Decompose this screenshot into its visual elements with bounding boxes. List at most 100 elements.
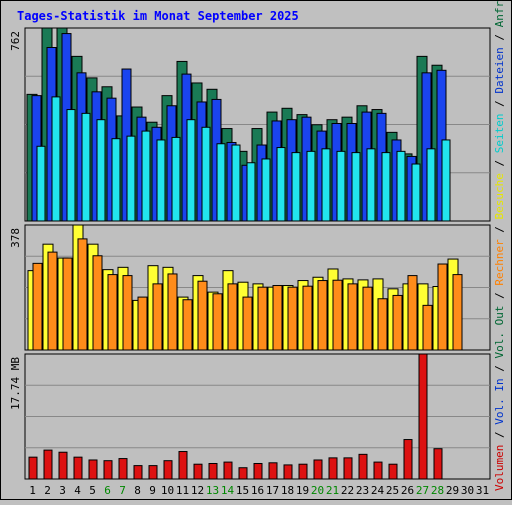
bar-seiten-day-27 — [426, 148, 436, 222]
bar-volumen-day-27 — [418, 353, 428, 480]
bar-volumen-day-5 — [88, 459, 98, 480]
bar-rechner-day-3 — [62, 257, 73, 351]
bar-seiten-day-20 — [321, 148, 331, 222]
x-tick-label-1: 1 — [29, 484, 36, 497]
y-axis-max-label: 762 — [9, 31, 22, 51]
bar-seiten-day-17 — [276, 147, 286, 222]
x-tick-label-14: 14 — [221, 484, 235, 497]
bar-seiten-day-1 — [36, 145, 46, 222]
x-tick-label-21: 21 — [326, 484, 339, 497]
legend-vol-out: Vol. Out — [493, 306, 506, 359]
panel-visits: 378 — [9, 224, 491, 351]
x-tick-label-9: 9 — [149, 484, 156, 497]
bar-rechner-day-17 — [272, 285, 283, 351]
x-tick-label-7: 7 — [119, 484, 126, 497]
chart-title: Tages-Statistik im Monat September 2025 — [17, 9, 299, 23]
bar-volumen-day-17 — [268, 462, 278, 480]
bar-rechner-day-1 — [32, 262, 43, 351]
bar-seiten-day-5 — [96, 119, 106, 222]
bar-rechner-day-15 — [242, 296, 253, 351]
bar-rechner-day-13 — [212, 293, 223, 351]
bar-seiten-day-26 — [411, 163, 421, 222]
bar-rechner-day-2 — [47, 251, 58, 351]
legend-separator: / — [493, 94, 506, 114]
bar-rechner-day-26 — [407, 275, 418, 351]
bar-seiten-day-12 — [201, 126, 211, 222]
bar-volumen-day-7 — [118, 458, 128, 480]
bar-volumen-day-24 — [373, 461, 383, 480]
bar-seiten-day-14 — [231, 144, 241, 222]
y-axis-max-label: 378 — [9, 228, 22, 248]
bar-rechner-day-7 — [122, 275, 133, 351]
bar-rechner-day-9 — [152, 283, 163, 351]
bar-seiten-day-15 — [246, 162, 256, 222]
bar-rechner-day-25 — [392, 294, 403, 351]
bar-volumen-day-14 — [223, 461, 233, 480]
x-tick-label-10: 10 — [161, 484, 174, 497]
bar-volumen-day-22 — [343, 457, 353, 480]
x-tick-label-11: 11 — [176, 484, 189, 497]
legend-separator: / — [493, 425, 506, 445]
bar-volumen-day-20 — [313, 459, 323, 480]
x-tick-label-12: 12 — [191, 484, 204, 497]
bar-volumen-day-12 — [193, 463, 203, 480]
bar-volumen-day-23 — [358, 453, 368, 480]
bar-volumen-day-6 — [103, 460, 113, 480]
legend-dateien: Dateien — [493, 47, 506, 93]
x-tick-label-6: 6 — [104, 484, 111, 497]
x-tick-label-3: 3 — [59, 484, 66, 497]
bar-seiten-day-7 — [126, 135, 136, 222]
bar-rechner-day-24 — [377, 298, 388, 351]
bar-seiten-day-11 — [186, 119, 196, 222]
bar-volumen-day-11 — [178, 451, 188, 480]
legend-seiten: Seiten — [493, 113, 506, 153]
bar-volumen-day-1 — [28, 456, 38, 480]
bar-seiten-day-25 — [396, 150, 406, 222]
x-tick-label-20: 20 — [311, 484, 324, 497]
bar-seiten-day-23 — [366, 148, 376, 222]
right-legend: Volumen / Vol. In / Vol. Out / Rechner /… — [493, 0, 506, 491]
y-axis-max-label: 17.74 MB — [9, 357, 22, 410]
bar-rechner-day-11 — [182, 299, 193, 351]
x-tick-label-31: 31 — [476, 484, 489, 497]
bar-volumen-day-8 — [133, 465, 143, 480]
bar-seiten-day-3 — [66, 109, 76, 222]
legend-separator: / — [493, 359, 506, 379]
x-tick-label-13: 13 — [206, 484, 219, 497]
x-tick-label-17: 17 — [266, 484, 279, 497]
bar-rechner-day-28 — [437, 263, 448, 351]
legend-volumen: Volumen — [493, 445, 506, 491]
x-tick-label-8: 8 — [134, 484, 141, 497]
x-tick-label-4: 4 — [74, 484, 81, 497]
bar-volumen-day-10 — [163, 460, 173, 480]
bar-rechner-day-27 — [422, 304, 433, 351]
x-tick-label-22: 22 — [341, 484, 354, 497]
bar-seiten-day-13 — [216, 143, 226, 222]
bar-rechner-day-19 — [302, 285, 313, 351]
bar-seiten-day-28 — [441, 139, 451, 222]
bar-volumen-day-4 — [73, 456, 83, 480]
x-tick-label-2: 2 — [44, 484, 51, 497]
bar-volumen-day-3 — [58, 451, 68, 480]
panel-volume: 17.74 MB — [9, 353, 491, 480]
bar-volumen-day-9 — [148, 465, 158, 480]
bar-seiten-day-9 — [156, 139, 166, 222]
bar-volumen-day-28 — [433, 448, 443, 480]
bar-volumen-day-15 — [238, 467, 248, 480]
legend-besuche: Besuche — [493, 173, 506, 219]
bar-seiten-day-8 — [141, 130, 151, 222]
x-tick-label-27: 27 — [416, 484, 429, 497]
bar-rechner-day-22 — [347, 283, 358, 351]
bar-seiten-day-6 — [111, 138, 121, 222]
bar-rechner-day-16 — [257, 286, 268, 351]
bar-rechner-day-10 — [167, 273, 178, 351]
bar-seiten-day-16 — [261, 158, 271, 222]
bar-volumen-day-13 — [208, 462, 218, 480]
legend-separator: / — [493, 153, 506, 173]
bar-seiten-day-19 — [306, 150, 316, 222]
x-tick-label-28: 28 — [431, 484, 444, 497]
bar-volumen-day-19 — [298, 463, 308, 480]
bar-volumen-day-2 — [43, 449, 53, 480]
bar-rechner-day-8 — [137, 296, 148, 351]
